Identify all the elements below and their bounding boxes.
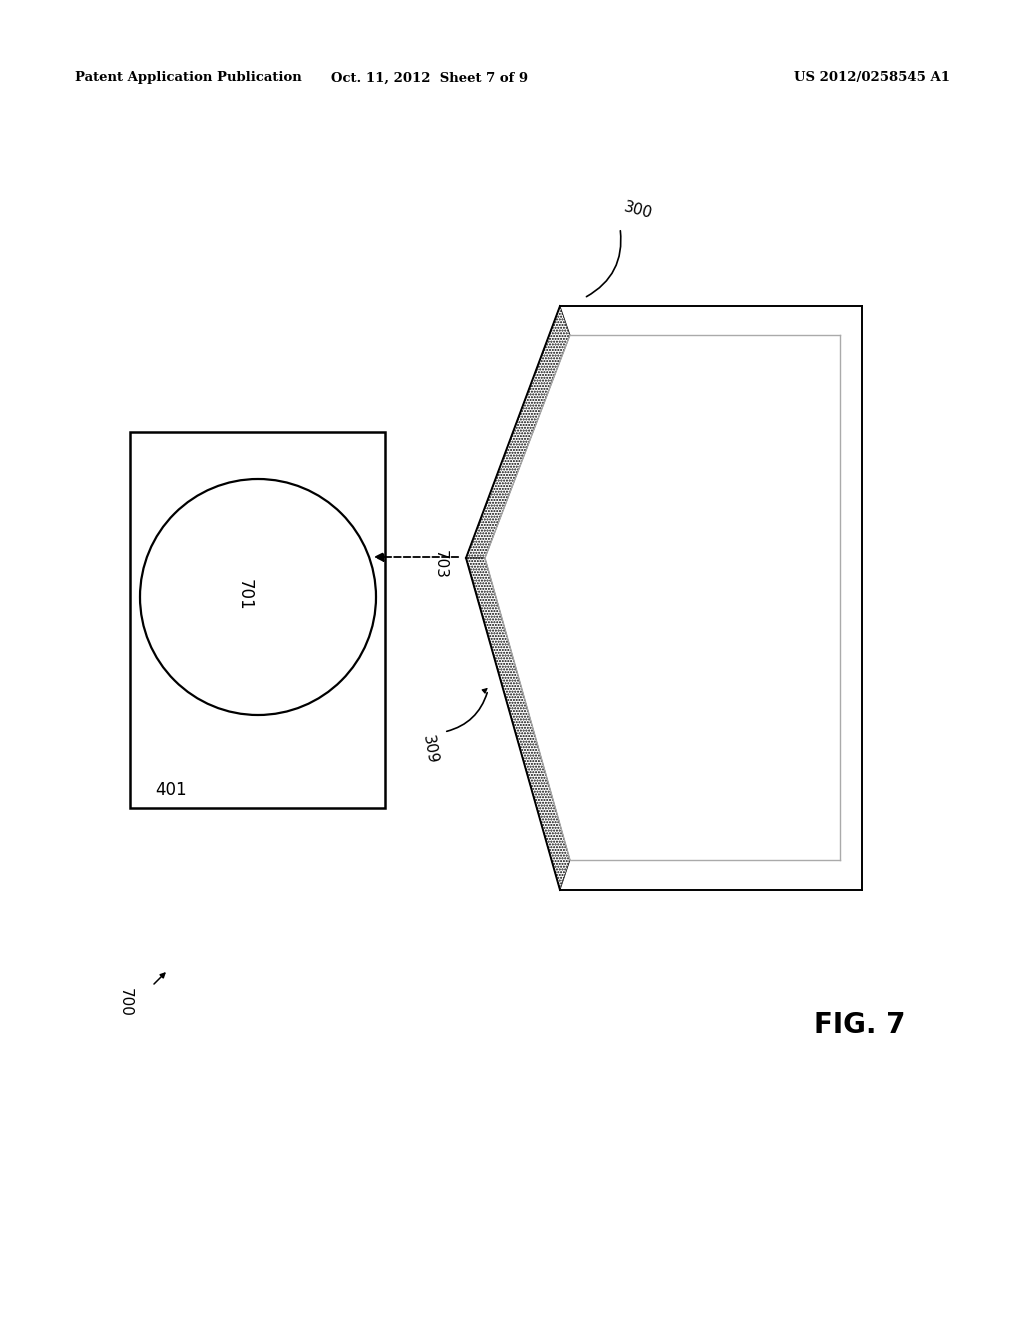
FancyArrowPatch shape [446, 693, 487, 731]
Text: Patent Application Publication: Patent Application Publication [75, 71, 302, 84]
Text: 703: 703 [432, 550, 447, 579]
Circle shape [140, 479, 376, 715]
Text: 701: 701 [236, 579, 254, 611]
Bar [130, 432, 385, 808]
Polygon shape [466, 558, 570, 890]
Text: Oct. 11, 2012  Sheet 7 of 9: Oct. 11, 2012 Sheet 7 of 9 [332, 71, 528, 84]
FancyArrowPatch shape [587, 231, 621, 297]
Text: US 2012/0258545 A1: US 2012/0258545 A1 [794, 71, 950, 84]
FancyArrowPatch shape [154, 973, 165, 983]
Polygon shape [466, 306, 570, 558]
Text: 700: 700 [118, 987, 133, 1016]
Text: 401: 401 [155, 781, 186, 799]
Text: 309: 309 [420, 734, 440, 766]
Text: 300: 300 [622, 199, 654, 220]
Text: FIG. 7: FIG. 7 [814, 1011, 906, 1039]
